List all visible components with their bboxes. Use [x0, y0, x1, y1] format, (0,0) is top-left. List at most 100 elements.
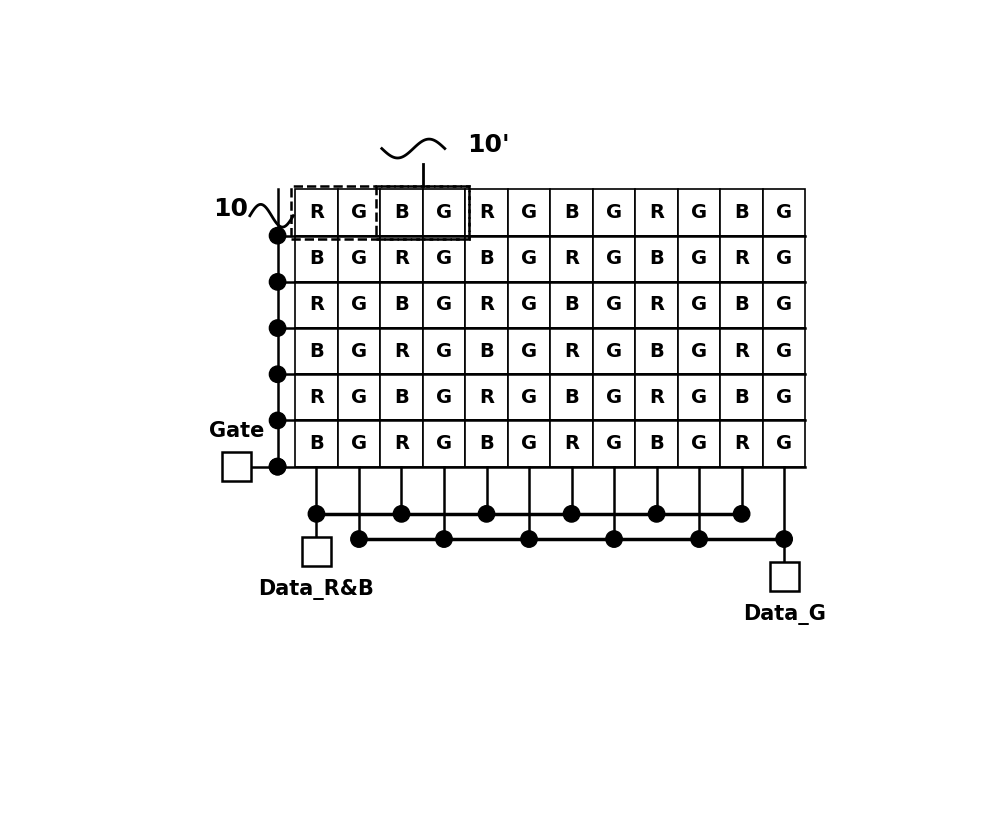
- Text: G: G: [776, 342, 792, 361]
- Bar: [508, 190, 550, 236]
- Text: R: R: [564, 249, 579, 268]
- Bar: [295, 282, 338, 328]
- Text: R: R: [564, 342, 579, 361]
- Bar: [380, 420, 423, 466]
- Bar: [302, 537, 331, 566]
- Bar: [380, 190, 423, 236]
- Bar: [423, 375, 465, 420]
- Text: R: R: [564, 434, 579, 453]
- Text: G: G: [351, 295, 367, 314]
- Text: R: R: [479, 203, 494, 222]
- Circle shape: [308, 506, 325, 522]
- Text: G: G: [691, 434, 707, 453]
- Text: G: G: [606, 434, 622, 453]
- Circle shape: [269, 274, 286, 290]
- Text: R: R: [649, 388, 664, 407]
- Text: B: B: [309, 434, 324, 453]
- Bar: [380, 328, 423, 375]
- Bar: [550, 328, 593, 375]
- Bar: [720, 190, 763, 236]
- Circle shape: [269, 458, 286, 474]
- Circle shape: [269, 320, 286, 336]
- Bar: [295, 236, 338, 282]
- Bar: [423, 190, 465, 236]
- Bar: [678, 190, 720, 236]
- Bar: [338, 236, 380, 282]
- Text: R: R: [309, 295, 324, 314]
- Text: R: R: [734, 434, 749, 453]
- Text: R: R: [479, 388, 494, 407]
- Text: G: G: [436, 434, 452, 453]
- Bar: [720, 375, 763, 420]
- Text: R: R: [394, 434, 409, 453]
- Bar: [593, 420, 635, 466]
- Bar: [508, 236, 550, 282]
- Text: G: G: [521, 203, 537, 222]
- Bar: [678, 236, 720, 282]
- Bar: [635, 420, 678, 466]
- Bar: [508, 282, 550, 328]
- Bar: [635, 375, 678, 420]
- Bar: [295, 328, 338, 375]
- Text: G: G: [521, 249, 537, 268]
- Bar: [338, 420, 380, 466]
- Bar: [295, 375, 338, 420]
- Bar: [222, 452, 251, 481]
- Bar: [423, 236, 465, 282]
- Text: G: G: [691, 388, 707, 407]
- Bar: [763, 328, 805, 375]
- Bar: [338, 328, 380, 375]
- Bar: [635, 328, 678, 375]
- Text: G: G: [436, 249, 452, 268]
- Text: G: G: [776, 203, 792, 222]
- Bar: [338, 375, 380, 420]
- Text: B: B: [309, 249, 324, 268]
- Text: G: G: [521, 342, 537, 361]
- Bar: [720, 328, 763, 375]
- Circle shape: [269, 227, 286, 244]
- Text: B: B: [394, 203, 409, 222]
- Text: G: G: [351, 203, 367, 222]
- Text: G: G: [691, 295, 707, 314]
- Text: G: G: [436, 342, 452, 361]
- Text: B: B: [394, 388, 409, 407]
- Text: G: G: [776, 295, 792, 314]
- Bar: [720, 420, 763, 466]
- Text: B: B: [564, 388, 579, 407]
- Text: G: G: [691, 203, 707, 222]
- Bar: [635, 190, 678, 236]
- Text: R: R: [394, 342, 409, 361]
- Text: B: B: [649, 249, 664, 268]
- Text: G: G: [436, 388, 452, 407]
- Text: R: R: [734, 342, 749, 361]
- Text: G: G: [436, 203, 452, 222]
- Circle shape: [436, 531, 452, 547]
- Bar: [380, 282, 423, 328]
- Text: Data_R&B: Data_R&B: [259, 579, 374, 600]
- Bar: [593, 236, 635, 282]
- Text: G: G: [351, 342, 367, 361]
- Bar: [465, 420, 508, 466]
- Bar: [635, 236, 678, 282]
- Text: B: B: [734, 388, 749, 407]
- Bar: [338, 190, 380, 236]
- Circle shape: [478, 506, 495, 522]
- Text: B: B: [649, 434, 664, 453]
- Bar: [763, 236, 805, 282]
- Text: G: G: [606, 342, 622, 361]
- Bar: [338, 282, 380, 328]
- Text: B: B: [649, 342, 664, 361]
- Bar: [423, 328, 465, 375]
- Circle shape: [521, 531, 537, 547]
- Text: G: G: [521, 295, 537, 314]
- Text: G: G: [351, 388, 367, 407]
- Text: G: G: [776, 249, 792, 268]
- Text: G: G: [436, 295, 452, 314]
- Bar: [678, 420, 720, 466]
- Bar: [763, 190, 805, 236]
- Circle shape: [776, 531, 792, 547]
- Bar: [291, 186, 469, 240]
- Text: 10: 10: [213, 197, 248, 222]
- Bar: [763, 282, 805, 328]
- Bar: [465, 236, 508, 282]
